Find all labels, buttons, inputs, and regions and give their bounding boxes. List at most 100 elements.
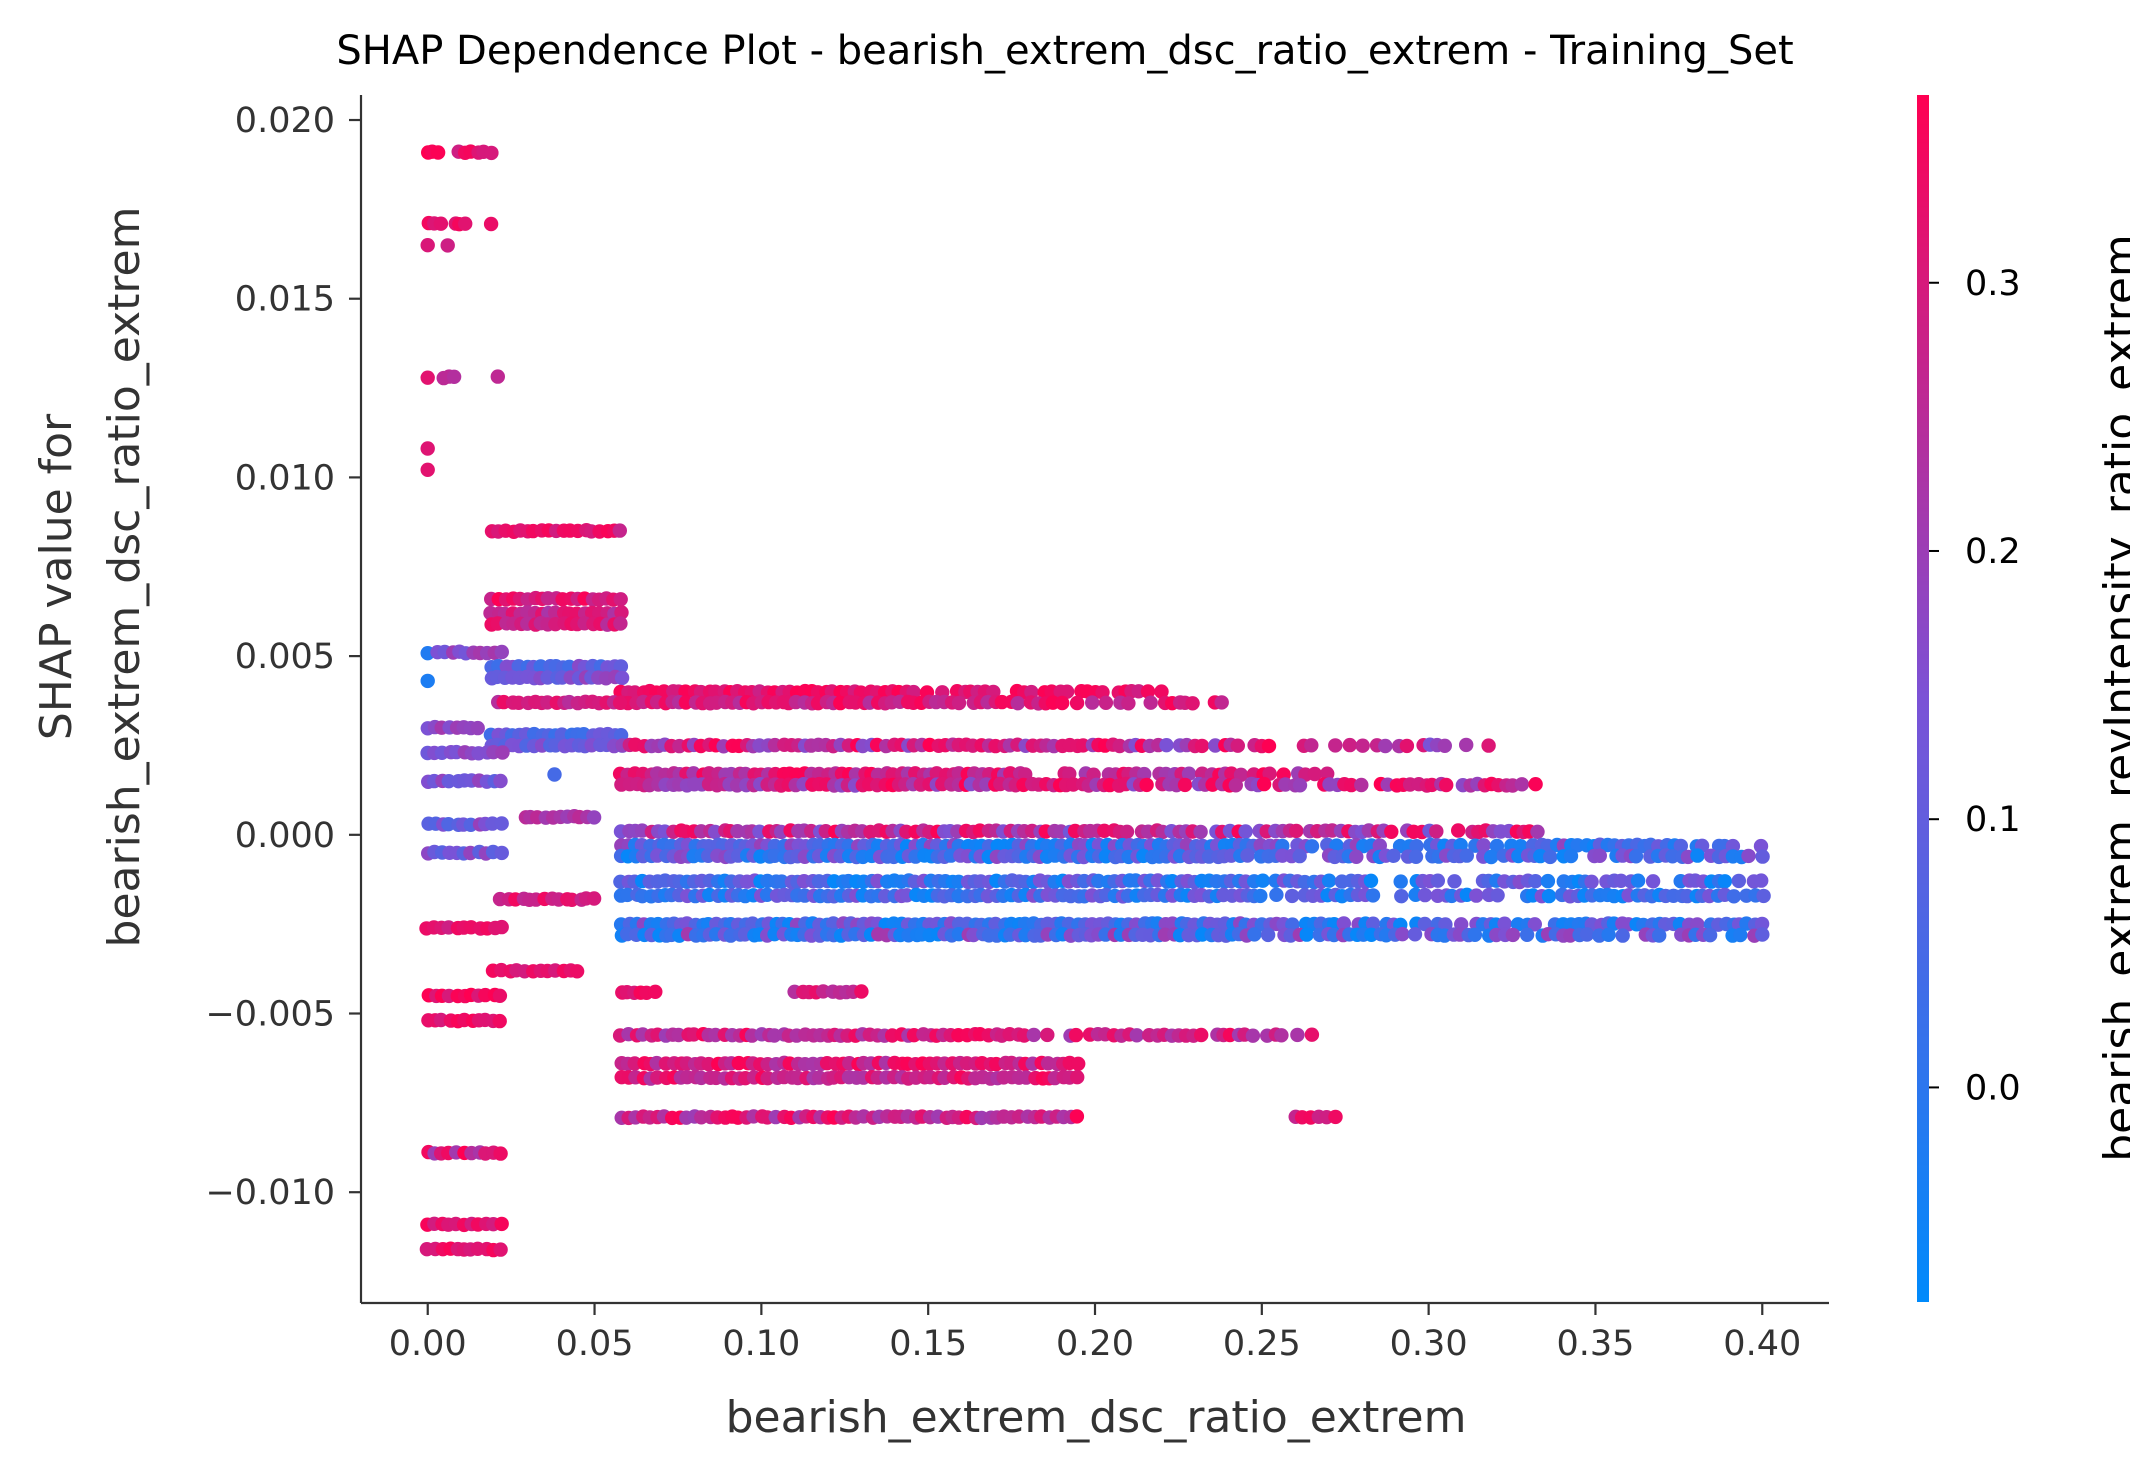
scatter-point — [430, 145, 446, 160]
scatter-point — [951, 695, 967, 711]
scatter-point — [1342, 737, 1358, 753]
y-axis-label-line-2: bearish_extrem_dsc_ratio_extrem — [99, 207, 150, 948]
x-tick-label: 0.05 — [556, 1324, 634, 1364]
scatter-point — [1245, 1028, 1261, 1043]
scatter-point — [1393, 874, 1408, 889]
scatter-point — [1476, 838, 1491, 853]
scatter-point — [1098, 695, 1114, 710]
scatter-point — [1365, 888, 1381, 903]
scatter-point — [1290, 1027, 1305, 1043]
scatter-point — [1140, 684, 1156, 699]
scatter-point — [1384, 824, 1399, 839]
x-tick-label: 0.10 — [722, 1324, 800, 1364]
colorbar — [1917, 95, 1929, 1302]
scatter-point — [1451, 823, 1466, 838]
scatter-point — [1363, 873, 1379, 888]
y-tick-label: 0.015 — [235, 280, 335, 320]
scatter-points — [419, 144, 1771, 1258]
scatter-point — [1321, 873, 1337, 888]
scatter-point — [1230, 738, 1246, 753]
scatter-point — [613, 659, 629, 674]
scatter-point — [1247, 927, 1262, 942]
scatter-point — [1003, 766, 1018, 781]
scatter-point — [492, 1013, 507, 1029]
scatter-point — [613, 592, 628, 607]
scatter-point — [1528, 777, 1543, 792]
scatter-point — [494, 816, 509, 831]
scatter-point — [612, 695, 628, 710]
scatter-point — [1484, 849, 1499, 865]
x-tick-label: 0.25 — [1223, 1324, 1301, 1364]
scatter-point — [1741, 848, 1756, 864]
scatter-point — [1274, 1028, 1289, 1043]
colorbar-tick-label: 0.2 — [1965, 532, 2021, 572]
scatter-point — [1378, 738, 1393, 754]
colorbar-tick-label: 0.3 — [1965, 264, 2021, 304]
scatter-point — [1469, 888, 1484, 903]
x-axis-label: bearish_extrem_dsc_ratio_extrem — [726, 1392, 1467, 1443]
scatter-point — [1467, 927, 1483, 942]
scatter-point — [1304, 1027, 1320, 1042]
scatter-point — [1285, 917, 1300, 932]
scatter-point — [1754, 873, 1769, 888]
scatter-point — [1284, 888, 1300, 904]
y-tick-label: 0.000 — [235, 816, 335, 856]
scatter-point — [494, 1216, 509, 1232]
scatter-point — [547, 767, 562, 782]
y-tick-label: 0.010 — [235, 458, 335, 498]
scatter-point — [1592, 848, 1608, 863]
scatter-point — [569, 964, 585, 979]
y-tick-label: −0.005 — [205, 995, 335, 1035]
scatter-point — [483, 216, 499, 232]
x-tick-label: 0.30 — [1390, 1324, 1468, 1364]
scatter-point — [586, 810, 602, 825]
scatter-point — [1579, 927, 1595, 942]
scatter-point — [1540, 873, 1556, 889]
scatter-point — [1289, 823, 1304, 839]
scatter-point — [1069, 1109, 1085, 1124]
scatter-point — [1437, 738, 1453, 753]
scatter-point — [1497, 916, 1512, 931]
scatter-point — [493, 1242, 508, 1257]
scatter-point — [1269, 887, 1284, 902]
scatter-point — [1755, 849, 1770, 864]
scatter-point — [586, 891, 602, 906]
scatter-point — [1159, 738, 1174, 753]
scatter-point — [1177, 777, 1193, 793]
scatter-point — [1068, 1027, 1084, 1043]
scatter-point — [1514, 777, 1530, 792]
scatter-point — [1354, 777, 1369, 793]
scatter-point — [1459, 737, 1474, 753]
scatter-point — [1365, 916, 1381, 931]
scatter-point — [854, 984, 869, 999]
scatter-point — [1408, 849, 1424, 864]
scatter-point — [1085, 695, 1100, 710]
scatter-point — [1228, 778, 1244, 793]
scatter-point — [1584, 874, 1599, 889]
scatter-point — [1181, 766, 1197, 781]
scatter-point — [1328, 738, 1343, 753]
scatter-point — [554, 727, 570, 742]
scatter-point — [484, 145, 499, 161]
scatter-point — [1601, 927, 1616, 942]
scatter-point — [420, 673, 435, 689]
scatter-point — [420, 370, 435, 385]
scatter-point — [1630, 873, 1646, 888]
scatter-point — [1717, 874, 1733, 889]
scatter-point — [1459, 848, 1475, 863]
colorbar-tick-label: 0.1 — [1965, 800, 2021, 840]
scatter-point — [1481, 738, 1496, 753]
colorbar-ticks: 0.0 0.1 0.2 0.3 — [1929, 264, 2021, 1108]
scatter-point — [1070, 1070, 1085, 1085]
chart-title: SHAP Dependence Plot - bearish_extrem_ds… — [336, 28, 1793, 74]
scatter-point — [1673, 838, 1689, 854]
scatter-point — [1726, 889, 1742, 904]
scatter-point — [440, 238, 455, 253]
scatter-point — [1208, 738, 1223, 753]
scatter-point — [1652, 928, 1667, 943]
scatter-point — [1519, 927, 1535, 942]
scatter-point — [1429, 824, 1444, 839]
scatter-point — [1530, 824, 1545, 839]
x-tick-label: 0.15 — [889, 1324, 967, 1364]
